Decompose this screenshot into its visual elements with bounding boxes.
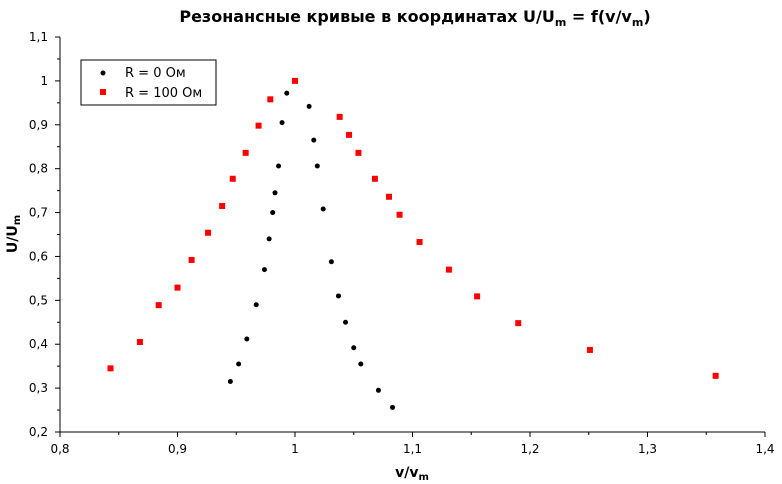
data-point-r0 — [266, 236, 272, 242]
legend-marker-r0 — [100, 70, 106, 76]
y-axis: 0,2 0,3 0,4 0,5 0,6 0,7 0,8 0,9 1 1,1 — [29, 30, 60, 439]
y-axis-label-sub: m — [12, 215, 23, 225]
data-point-r100 — [515, 320, 522, 327]
legend: R = 0 Ом R = 100 Ом — [80, 59, 217, 106]
data-point-r0 — [320, 206, 326, 212]
data-point-r0 — [236, 361, 242, 367]
title-end: ) — [643, 7, 650, 26]
data-point-r0 — [314, 163, 320, 169]
y-tick-label: 1,1 — [29, 30, 48, 44]
data-point-r100 — [586, 346, 593, 353]
data-point-r0 — [261, 267, 267, 273]
data-point-r0 — [276, 163, 282, 169]
data-point-r100 — [136, 339, 143, 346]
data-point-r0 — [390, 404, 396, 410]
data-point-r100 — [174, 284, 181, 291]
data-point-r0 — [253, 302, 259, 308]
data-points — [107, 77, 719, 410]
x-tick-label: 1,2 — [520, 442, 539, 456]
y-tick-label: 0,2 — [29, 425, 48, 439]
legend-marker-r100 — [100, 89, 106, 95]
data-point-r100 — [188, 256, 195, 263]
data-point-r100 — [205, 229, 212, 236]
data-point-r0 — [284, 90, 290, 96]
legend-label-r0: R = 0 Ом — [125, 66, 186, 81]
data-point-r100 — [255, 122, 262, 129]
title-main: Резонансные кривые в координатах U/U — [179, 7, 555, 26]
data-point-r100 — [229, 175, 236, 182]
data-point-r0 — [306, 103, 312, 109]
y-tick-label: 0,3 — [29, 381, 48, 395]
data-point-r0 — [270, 210, 276, 216]
data-point-r100 — [355, 149, 362, 156]
y-axis-label-main: U/U — [5, 225, 21, 253]
data-point-r0 — [358, 361, 364, 367]
x-tick-label: 1,4 — [755, 442, 774, 456]
data-point-r100 — [155, 302, 162, 309]
x-tick-label: 0,9 — [168, 442, 187, 456]
data-point-r100 — [107, 365, 114, 372]
data-point-r100 — [416, 238, 423, 245]
x-tick-label: 1 — [291, 442, 299, 456]
title-tail: = f(v/v — [566, 7, 632, 26]
data-point-r0 — [351, 345, 357, 351]
x-tick-label: 0,8 — [50, 442, 69, 456]
x-tick-label: 1,1 — [403, 442, 422, 456]
data-point-r100 — [396, 211, 403, 218]
y-tick-label: 0,5 — [29, 293, 48, 307]
data-point-r0 — [227, 379, 233, 385]
data-point-r0 — [311, 137, 317, 143]
data-point-r0 — [335, 293, 341, 299]
data-point-r100 — [219, 202, 226, 209]
title-tail-sub: m — [632, 16, 643, 29]
data-point-r0 — [279, 120, 285, 126]
data-point-r0 — [328, 259, 334, 265]
x-axis-label-sub: m — [418, 472, 428, 483]
y-tick-label: 0,6 — [29, 249, 48, 263]
data-point-r100 — [292, 77, 298, 84]
y-tick-label: 1 — [40, 74, 48, 88]
y-axis-label: U/Um — [5, 215, 23, 253]
x-tick-label: 1,3 — [638, 442, 657, 456]
chart-title: Резонансные кривые в координатах U/Um = … — [179, 7, 650, 29]
y-tick-label: 0,4 — [29, 337, 48, 351]
data-point-r100 — [474, 293, 481, 300]
data-point-r100 — [346, 131, 353, 138]
data-point-r100 — [336, 113, 343, 120]
data-point-r100 — [445, 266, 452, 273]
legend-box — [80, 59, 217, 106]
data-point-r0 — [244, 336, 250, 342]
x-axis-label: v/vm — [395, 465, 429, 483]
data-point-r100 — [267, 96, 274, 103]
x-axis: 0,8 0,9 1 1,1 1,2 1,3 1,4 — [50, 432, 775, 456]
data-point-r0 — [272, 190, 278, 196]
data-point-r100 — [371, 175, 378, 182]
data-point-r100 — [242, 149, 249, 156]
data-point-r100 — [712, 372, 719, 379]
legend-label-r100: R = 100 Ом — [125, 86, 202, 101]
data-point-r0 — [343, 319, 349, 325]
y-tick-label: 0,7 — [29, 206, 48, 220]
data-point-r100 — [386, 193, 392, 200]
y-tick-label: 0,9 — [29, 118, 48, 132]
title-sub: m — [555, 16, 566, 29]
x-axis-label-main: v/v — [395, 465, 418, 481]
data-point-r0 — [375, 387, 381, 393]
y-tick-label: 0,8 — [29, 162, 48, 176]
